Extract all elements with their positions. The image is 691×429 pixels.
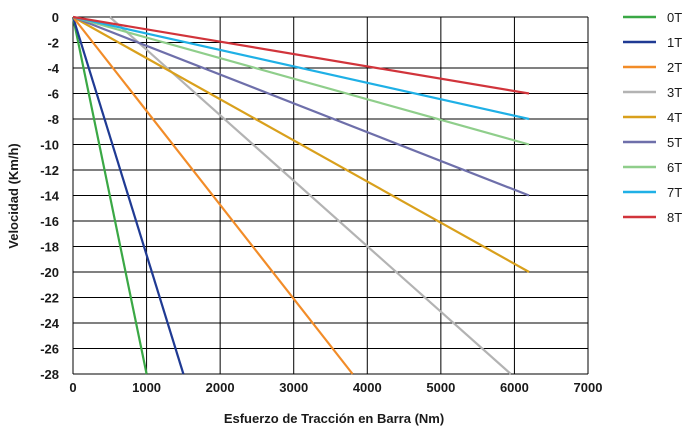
y-tick-label: -16: [40, 214, 59, 229]
y-tick-label: -10: [40, 138, 59, 153]
y-tick-label: -22: [40, 291, 59, 306]
y-tick-label: -6: [47, 87, 59, 102]
legend-label-2T: 2T: [667, 60, 682, 75]
y-tick-label: -24: [40, 316, 60, 331]
legend: 0T 1T 2T 3T 4T 5T 6T 7T 8T: [623, 10, 682, 225]
series-line-4T: [72, 16, 530, 273]
legend-label-6T: 6T: [667, 160, 682, 175]
legend-label-1T: 1T: [667, 35, 682, 50]
x-tick-label: 3000: [279, 380, 308, 395]
x-axis-ticks: 0 1000 2000 3000 4000 5000 6000 7000: [69, 380, 602, 395]
series-line-2T: [72, 16, 354, 375]
y-tick-label: -28: [40, 367, 59, 382]
legend-label-8T: 8T: [667, 210, 682, 225]
x-tick-label: 7000: [574, 380, 603, 395]
x-tick-label: 5000: [426, 380, 455, 395]
series-line-7T: [72, 15, 530, 121]
grid: [72, 16, 589, 375]
y-tick-label: -20: [40, 265, 59, 280]
series-line-5T: [72, 15, 530, 197]
series-line-8T: [72, 15, 530, 95]
y-tick-label: -4: [47, 61, 59, 76]
y-tick-label: 0: [52, 10, 59, 25]
x-tick-label: 6000: [500, 380, 529, 395]
x-tick-label: 1000: [132, 380, 161, 395]
legend-label-4T: 4T: [667, 110, 682, 125]
y-tick-label: -12: [40, 163, 59, 178]
y-tick-label: -26: [40, 342, 59, 357]
legend-label-7T: 7T: [667, 185, 682, 200]
y-axis-title: Velocidad (Km/h): [6, 143, 21, 248]
y-axis-ticks: 0 -2 -4 -6 -8 -10 -12 -14 -16 -18 -20 -22 -24 -26 -28: [40, 10, 60, 382]
series-line-6T: [72, 15, 530, 146]
legend-label-0T: 0T: [667, 10, 682, 25]
y-tick-label: -18: [40, 240, 59, 255]
y-tick-label: -2: [47, 36, 59, 51]
x-tick-label: 4000: [353, 380, 382, 395]
y-tick-label: -14: [40, 189, 60, 204]
legend-label-3T: 3T: [667, 85, 682, 100]
series-line-1T: [71, 16, 185, 375]
series-line-3T: [109, 16, 512, 375]
x-tick-label: 2000: [206, 380, 235, 395]
series-layer: [71, 15, 530, 375]
series-line-0T: [71, 16, 148, 375]
legend-label-5T: 5T: [667, 135, 682, 150]
x-axis-title: Esfuerzo de Tracción en Barra (Nm): [224, 411, 444, 426]
x-tick-label: 0: [69, 380, 76, 395]
y-tick-label: -8: [47, 112, 59, 127]
